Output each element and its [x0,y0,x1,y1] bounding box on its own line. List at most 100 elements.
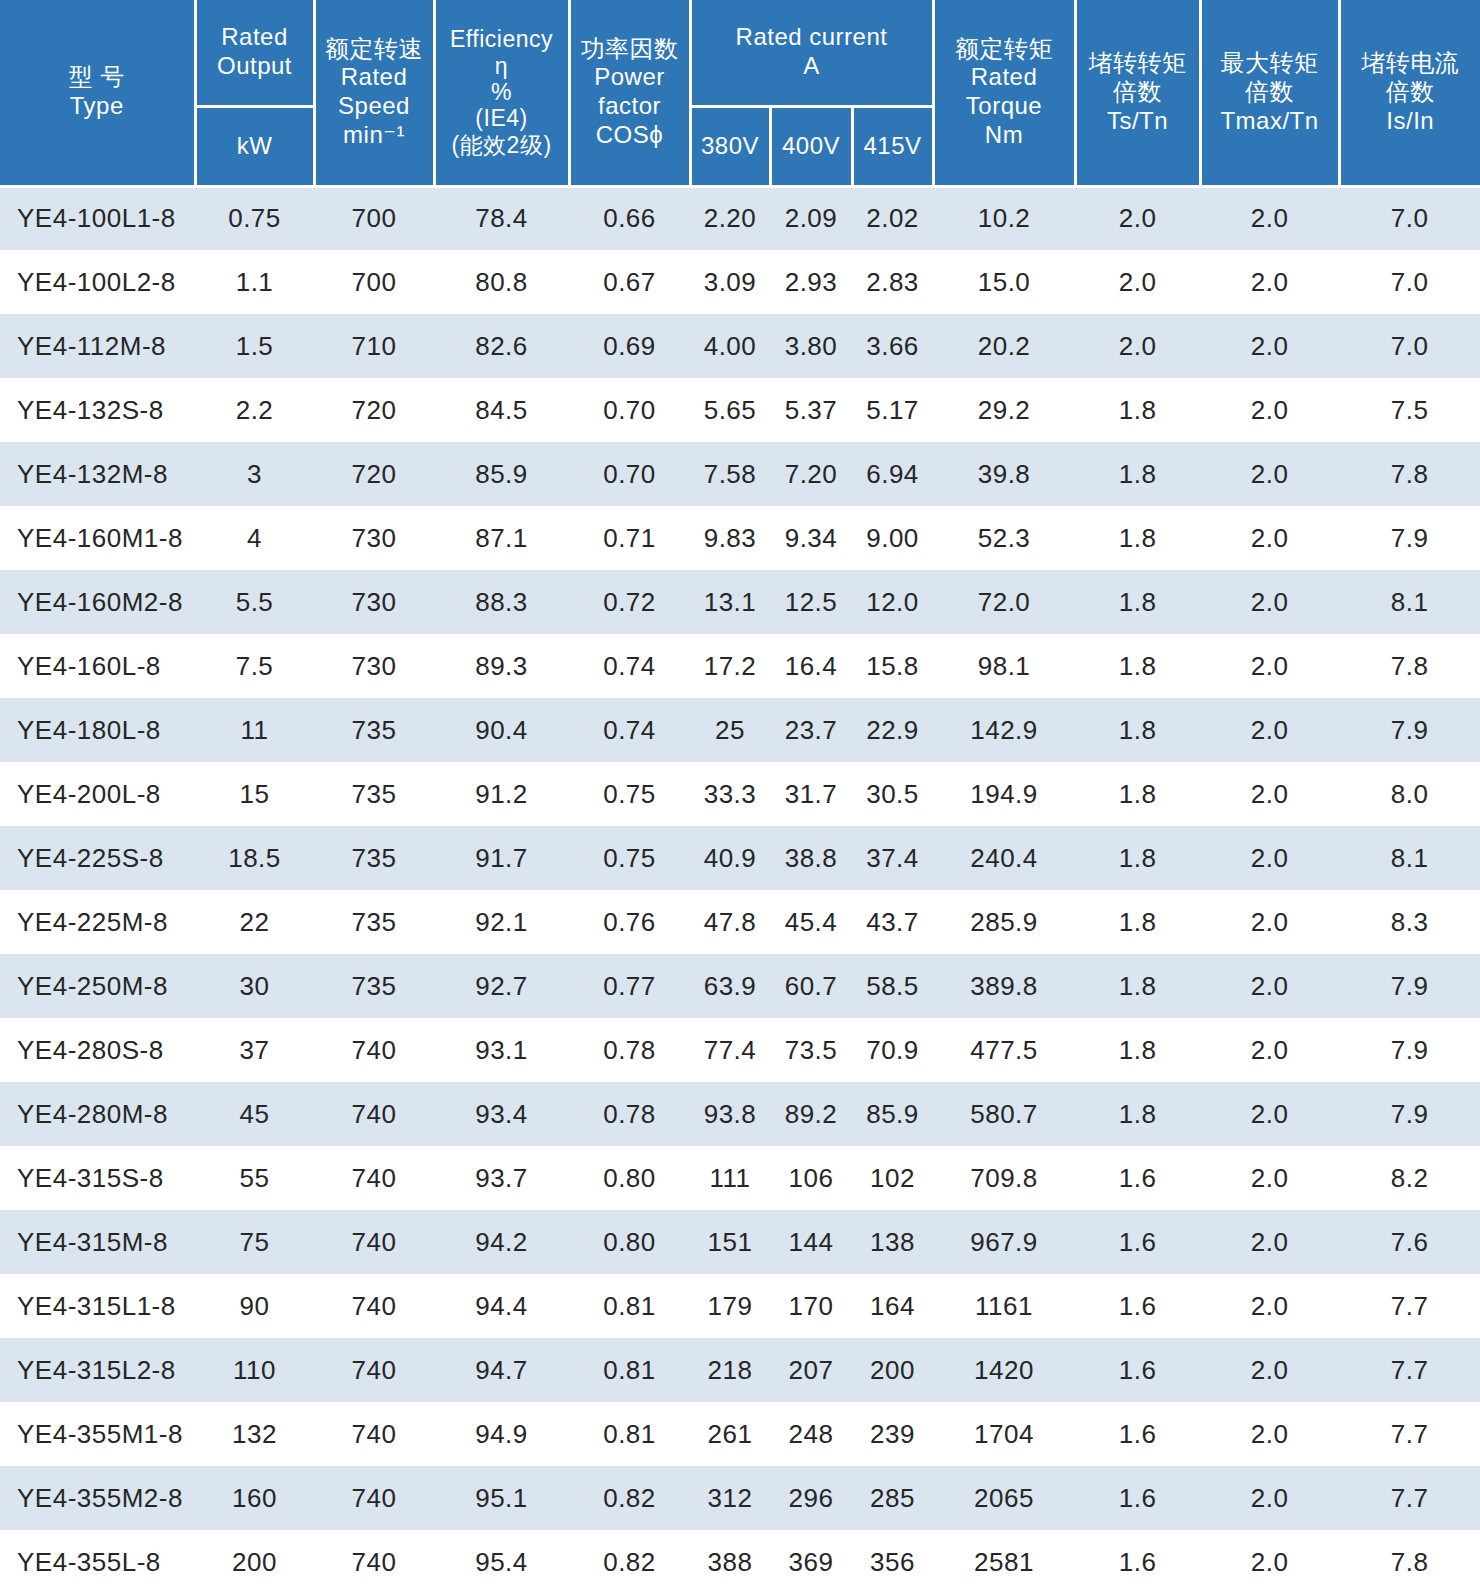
cell-rated-output-kw: 15 [195,762,314,826]
table-row: YE4-280M-8 45 740 93.4 0.78 93.8 89.2 85… [0,1082,1480,1146]
cell-tmax-tn: 2.0 [1200,826,1339,890]
cell-efficiency: 78.4 [434,186,569,250]
cell-rated-output-kw: 4 [195,506,314,570]
cell-rated-speed: 735 [314,826,434,890]
cell-rated-output-kw: 7.5 [195,634,314,698]
cell-rated-speed: 740 [314,1274,434,1338]
cell-power-factor: 0.70 [569,378,690,442]
cell-type: YE4-180L-8 [0,698,195,762]
header-rated-output: Rated Output [195,0,314,106]
cell-efficiency: 93.4 [434,1082,569,1146]
cell-rated-torque: 1420 [933,1338,1075,1402]
cell-is-in: 7.7 [1339,1274,1480,1338]
cell-efficiency: 91.2 [434,762,569,826]
cell-current-380v: 63.9 [690,954,770,1018]
cell-ts-tn: 1.8 [1075,506,1200,570]
cell-is-in: 8.1 [1339,570,1480,634]
cell-ts-tn: 2.0 [1075,186,1200,250]
cell-current-380v: 5.65 [690,378,770,442]
header-row-top: 型 号 Type Rated Output 额定转速 Rated Speed m… [0,0,1480,106]
table-header: 型 号 Type Rated Output 额定转速 Rated Speed m… [0,0,1480,186]
cell-efficiency: 94.4 [434,1274,569,1338]
table-row: YE4-355M1-8 132 740 94.9 0.81 261 248 23… [0,1402,1480,1466]
cell-rated-output-kw: 75 [195,1210,314,1274]
cell-is-in: 8.0 [1339,762,1480,826]
cell-current-380v: 388 [690,1530,770,1594]
table-row: YE4-160M1-8 4 730 87.1 0.71 9.83 9.34 9.… [0,506,1480,570]
cell-ts-tn: 1.8 [1075,378,1200,442]
cell-rated-torque: 15.0 [933,250,1075,314]
cell-ts-tn: 1.8 [1075,954,1200,1018]
cell-efficiency: 95.1 [434,1466,569,1530]
cell-current-415v: 37.4 [852,826,933,890]
cell-tmax-tn: 2.0 [1200,1274,1339,1338]
cell-current-415v: 22.9 [852,698,933,762]
cell-type: YE4-355M1-8 [0,1402,195,1466]
cell-rated-torque: 2581 [933,1530,1075,1594]
cell-current-400v: 89.2 [770,1082,852,1146]
cell-rated-torque: 967.9 [933,1210,1075,1274]
cell-efficiency: 94.2 [434,1210,569,1274]
cell-rated-output-kw: 2.2 [195,378,314,442]
table-body: YE4-100L1-8 0.75 700 78.4 0.66 2.20 2.09… [0,186,1480,1594]
cell-efficiency: 82.6 [434,314,569,378]
cell-current-400v: 106 [770,1146,852,1210]
cell-power-factor: 0.77 [569,954,690,1018]
cell-current-380v: 218 [690,1338,770,1402]
cell-efficiency: 85.9 [434,442,569,506]
cell-power-factor: 0.81 [569,1338,690,1402]
cell-current-400v: 144 [770,1210,852,1274]
cell-current-400v: 31.7 [770,762,852,826]
cell-current-380v: 93.8 [690,1082,770,1146]
cell-ts-tn: 1.8 [1075,762,1200,826]
cell-tmax-tn: 2.0 [1200,1082,1339,1146]
cell-tmax-tn: 2.0 [1200,1146,1339,1210]
cell-rated-speed: 740 [314,1018,434,1082]
cell-type: YE4-225S-8 [0,826,195,890]
cell-current-400v: 5.37 [770,378,852,442]
cell-current-415v: 356 [852,1530,933,1594]
cell-rated-output-kw: 5.5 [195,570,314,634]
cell-tmax-tn: 2.0 [1200,698,1339,762]
cell-rated-torque: 2065 [933,1466,1075,1530]
cell-rated-speed: 735 [314,762,434,826]
cell-type: YE4-355L-8 [0,1530,195,1594]
cell-ts-tn: 1.6 [1075,1338,1200,1402]
cell-tmax-tn: 2.0 [1200,250,1339,314]
cell-power-factor: 0.81 [569,1402,690,1466]
cell-power-factor: 0.71 [569,506,690,570]
cell-rated-output-kw: 90 [195,1274,314,1338]
cell-power-factor: 0.80 [569,1210,690,1274]
cell-rated-speed: 730 [314,570,434,634]
cell-type: YE4-280M-8 [0,1082,195,1146]
cell-is-in: 8.2 [1339,1146,1480,1210]
cell-tmax-tn: 2.0 [1200,186,1339,250]
cell-type: YE4-100L2-8 [0,250,195,314]
cell-tmax-tn: 2.0 [1200,1530,1339,1594]
cell-power-factor: 0.69 [569,314,690,378]
header-rated-speed: 额定转速 Rated Speed min⁻¹ [314,0,434,186]
cell-tmax-tn: 2.0 [1200,1338,1339,1402]
table-row: YE4-132M-8 3 720 85.9 0.70 7.58 7.20 6.9… [0,442,1480,506]
cell-ts-tn: 1.6 [1075,1530,1200,1594]
header-type: 型 号 Type [0,0,195,186]
cell-current-415v: 200 [852,1338,933,1402]
cell-power-factor: 0.70 [569,442,690,506]
table-row: YE4-250M-8 30 735 92.7 0.77 63.9 60.7 58… [0,954,1480,1018]
cell-rated-output-kw: 110 [195,1338,314,1402]
header-efficiency: Efficiency η % (IE4) (能效2级) [434,0,569,186]
cell-rated-output-kw: 160 [195,1466,314,1530]
cell-power-factor: 0.81 [569,1274,690,1338]
cell-tmax-tn: 2.0 [1200,954,1339,1018]
cell-rated-torque: 98.1 [933,634,1075,698]
table-row: YE4-132S-8 2.2 720 84.5 0.70 5.65 5.37 5… [0,378,1480,442]
table-row: YE4-225S-8 18.5 735 91.7 0.75 40.9 38.8 … [0,826,1480,890]
cell-rated-speed: 740 [314,1530,434,1594]
cell-rated-torque: 477.5 [933,1018,1075,1082]
cell-type: YE4-160M2-8 [0,570,195,634]
cell-rated-output-kw: 0.75 [195,186,314,250]
table-row: YE4-315L1-8 90 740 94.4 0.81 179 170 164… [0,1274,1480,1338]
cell-rated-output-kw: 200 [195,1530,314,1594]
cell-is-in: 7.9 [1339,954,1480,1018]
cell-current-400v: 248 [770,1402,852,1466]
